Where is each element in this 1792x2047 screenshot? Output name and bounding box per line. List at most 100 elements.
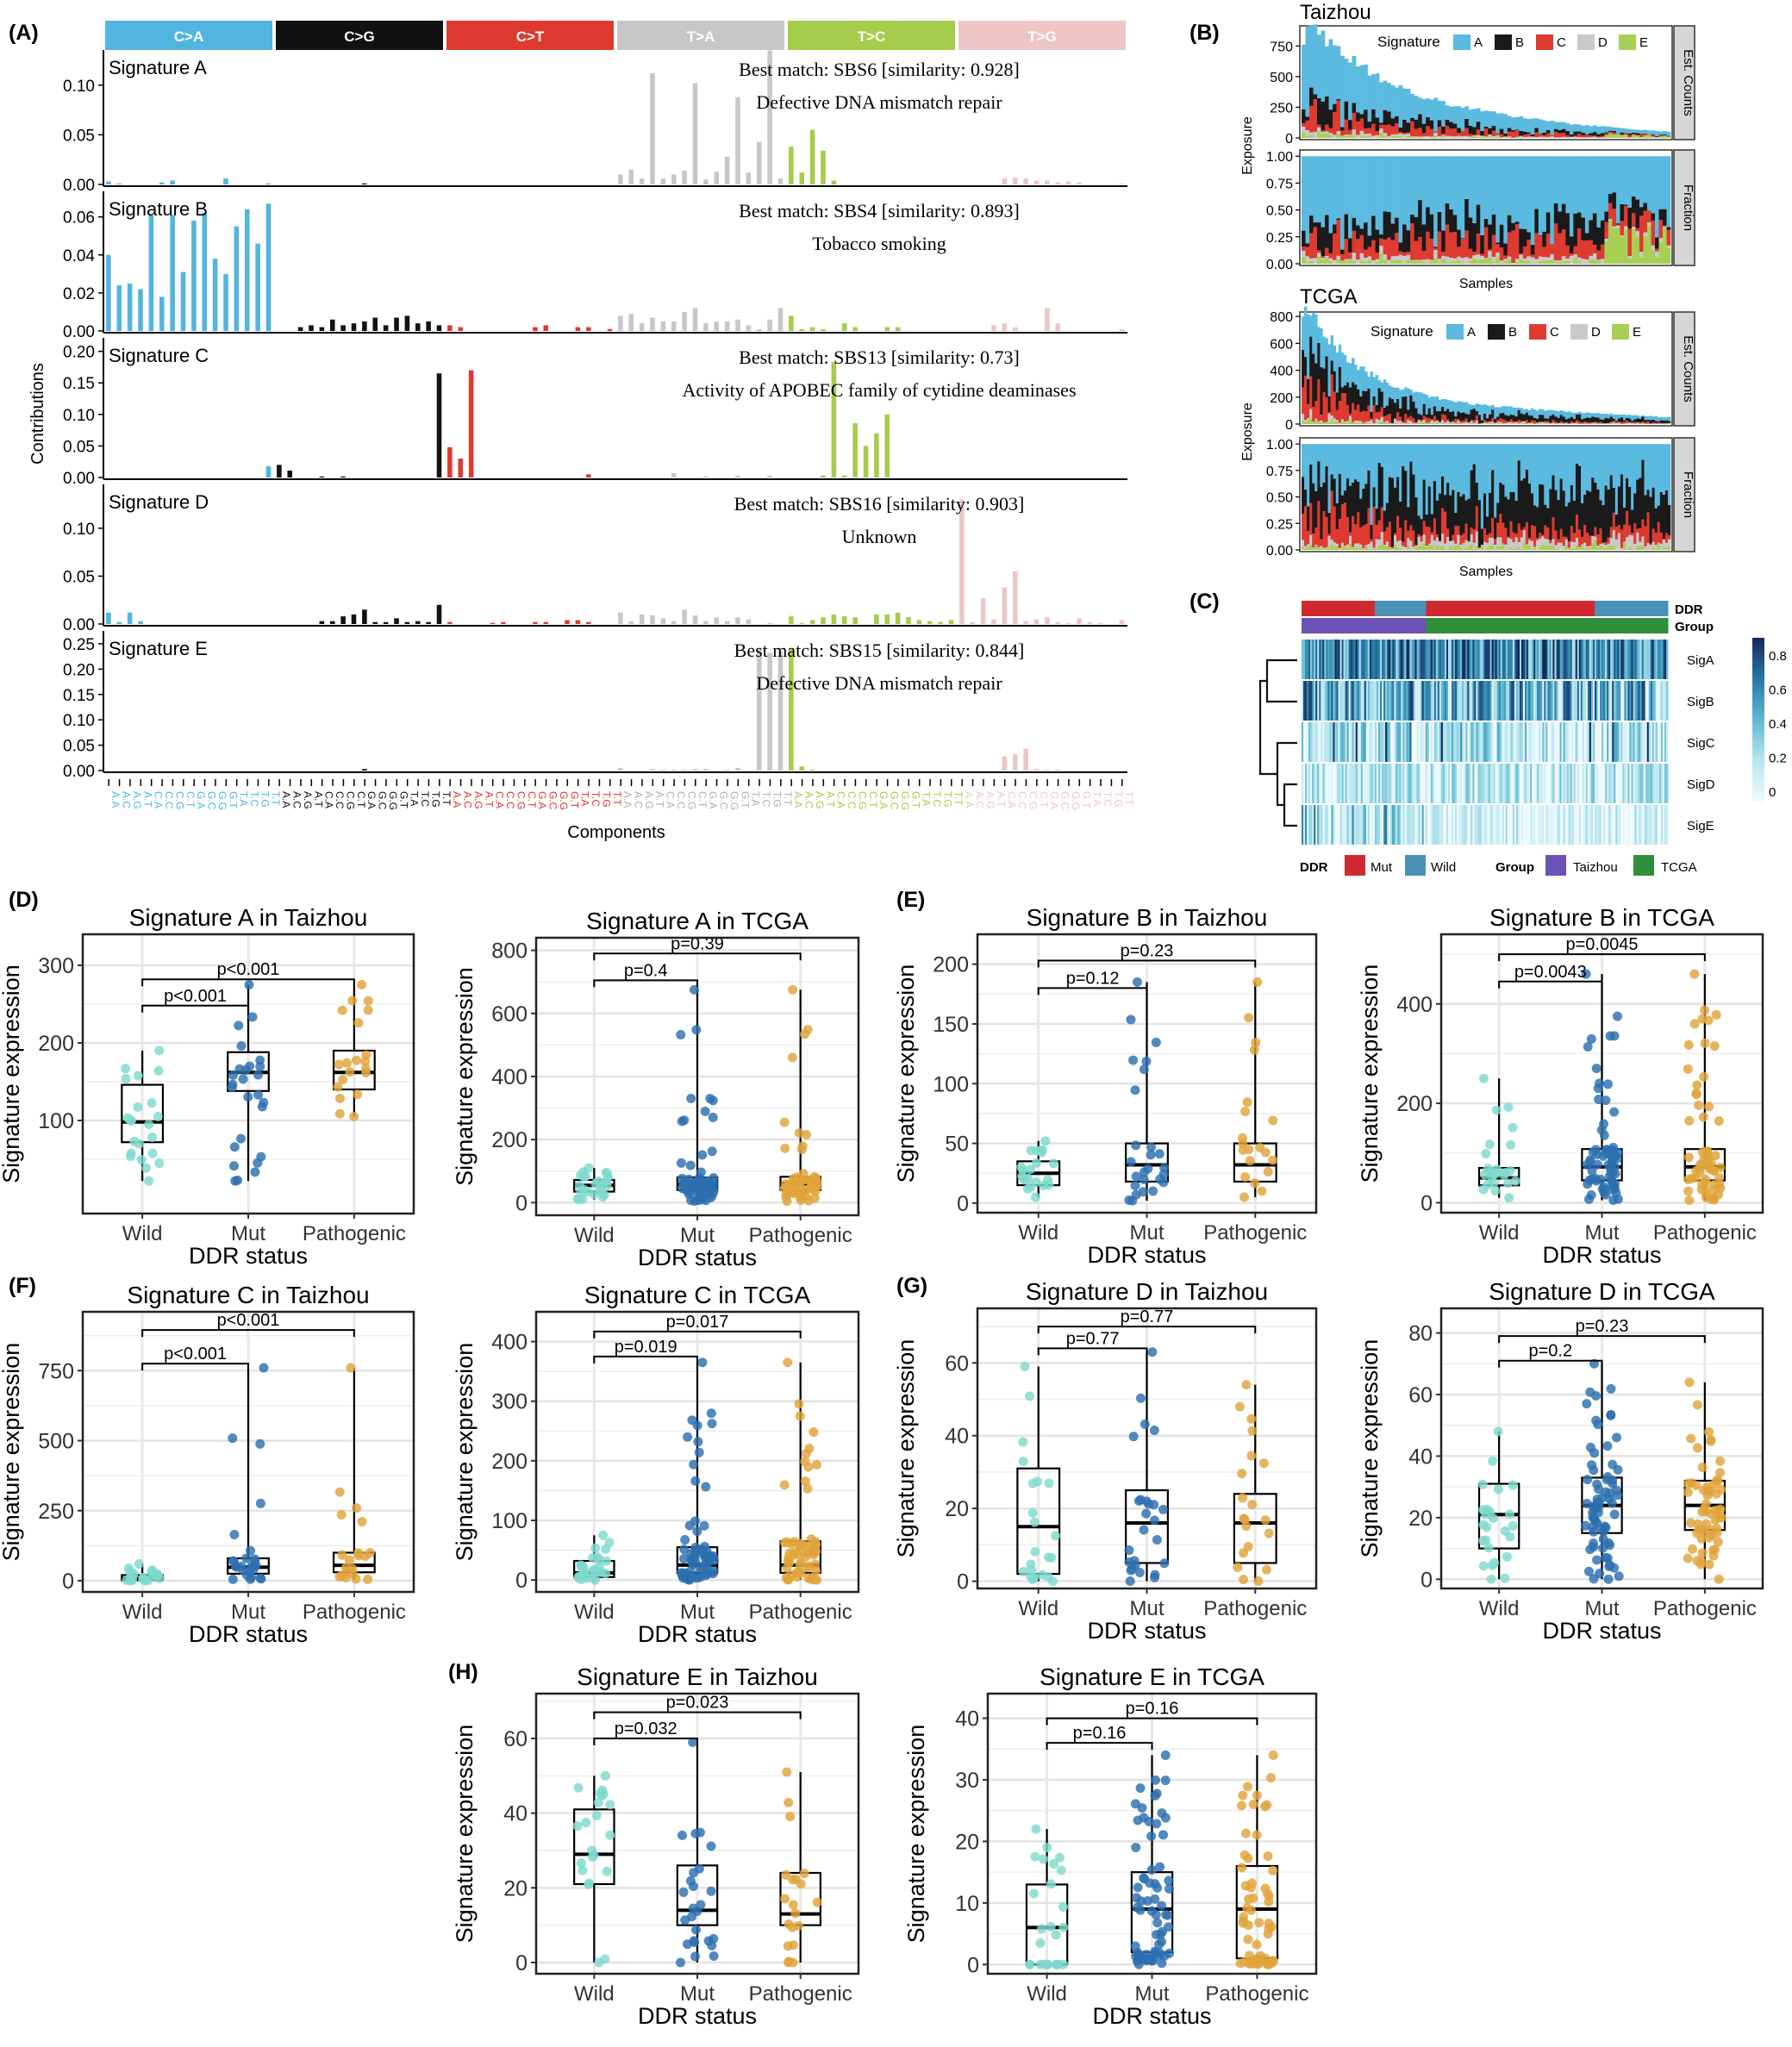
heatmap-cell <box>1414 722 1417 762</box>
data-point <box>1158 1169 1169 1179</box>
exposure-fraction-bar <box>1522 228 1527 247</box>
exposure-count-bar <box>1464 128 1470 136</box>
heatmap-cell <box>1338 681 1340 721</box>
exposure-count-bar <box>1402 134 1407 138</box>
exposure-fraction-bar <box>1464 257 1470 264</box>
exposure-fraction-bar <box>1420 444 1423 520</box>
exposure-count-bar <box>1491 421 1495 423</box>
exposure-fraction-bar <box>1511 156 1516 223</box>
mutation-type-header <box>446 21 614 50</box>
exposure-count-bar <box>1379 122 1383 125</box>
heatmap-cell <box>1527 640 1529 679</box>
heatmap-cell <box>1333 681 1335 721</box>
exposure-count-bar <box>1317 378 1321 421</box>
heatmap-cell <box>1437 681 1440 721</box>
exposure-fraction-bar <box>1589 156 1594 221</box>
heatmap-cell <box>1582 640 1585 679</box>
data-point <box>255 1061 265 1071</box>
exposure-count-bar <box>1325 96 1329 125</box>
heatmap-cell <box>1358 640 1362 679</box>
exposure-fraction-bar <box>1494 539 1497 545</box>
signature-bar <box>1023 178 1028 184</box>
heatmap-cell <box>1474 640 1477 679</box>
exposure-fraction-bar <box>1631 213 1636 228</box>
exposure-fraction-bar <box>1333 224 1337 234</box>
signature-bar <box>980 598 986 624</box>
heatmap-cell <box>1413 640 1415 679</box>
heatmap-cell <box>1352 681 1355 721</box>
exposure-count-bar <box>1325 356 1328 398</box>
heatmap-cell <box>1528 681 1531 721</box>
heatmap-cell <box>1464 805 1466 845</box>
exposure-count-bar <box>1459 402 1463 413</box>
heatmap-cell <box>1377 640 1379 679</box>
exposure-fraction-bar <box>1527 540 1532 546</box>
trinucleotide-label: G.G <box>216 791 228 810</box>
heatmap-cell <box>1427 640 1430 679</box>
exposure-count-bar <box>1608 131 1613 134</box>
exposure-count-bar <box>1356 121 1360 135</box>
signature-bar <box>650 615 655 624</box>
heatmap-cell <box>1312 722 1314 762</box>
exposure-count-bar <box>1512 422 1515 424</box>
exposure-count-bar <box>1454 422 1458 424</box>
dendrogram-branch <box>1265 658 1297 703</box>
exposure-count-bar <box>1562 422 1566 424</box>
exposure-count-bar <box>1644 421 1647 424</box>
exposure-fraction-bar <box>1452 534 1455 541</box>
exposure-count-bar <box>1305 135 1310 138</box>
x-axis-title: Components <box>567 823 665 842</box>
heatmap-cell <box>1305 805 1308 845</box>
exposure-count-bar <box>1327 413 1331 422</box>
heatmap-cell <box>1444 805 1447 845</box>
data-point <box>1714 1115 1724 1126</box>
exposure-fraction-bar <box>1569 236 1574 254</box>
exposure-fraction-bar <box>1639 207 1644 216</box>
data-point <box>1158 1177 1169 1188</box>
exposure-fraction-bar <box>1608 220 1613 264</box>
exposure-fraction-bar <box>1586 533 1589 546</box>
exposure-fraction-bar <box>1612 512 1616 531</box>
heatmap-cell <box>1585 722 1589 762</box>
x-tick-label: Pathogenic <box>1653 1221 1757 1245</box>
y-tick-label: 0.20 <box>63 661 95 679</box>
data-point <box>683 1432 693 1442</box>
exposure-count-bar <box>1612 134 1617 138</box>
heatmap-cell <box>1312 764 1314 803</box>
heatmap-cell <box>1418 640 1421 679</box>
exposure-fraction-bar <box>1435 500 1439 535</box>
heatmap-cell <box>1508 640 1512 679</box>
heatmap-cell <box>1483 764 1485 803</box>
exposure-fraction-bar <box>1470 470 1474 528</box>
exposure-fraction-bar <box>1522 477 1527 527</box>
heatmap-cell <box>1533 805 1536 845</box>
exposure-fraction-bar <box>1607 489 1610 538</box>
signature-bar <box>692 769 698 771</box>
heatmap-cell <box>1413 722 1415 762</box>
exposure-fraction-bar <box>1312 483 1315 534</box>
exposure-count-bar <box>1375 419 1378 424</box>
exposure-count-bar <box>1646 130 1652 134</box>
exposure-count-bar <box>1557 422 1560 424</box>
exposure-count-bar <box>1522 131 1527 135</box>
exposure-count-bar <box>1549 415 1552 423</box>
exposure-count-bar <box>1433 396 1437 407</box>
exposure-count-bar <box>1489 406 1492 415</box>
exposure-fraction-bar <box>1530 549 1534 550</box>
exposure-count-bar <box>1429 128 1434 137</box>
exposure-count-bar <box>1383 415 1387 422</box>
exposure-fraction-bar <box>1444 444 1447 496</box>
heatmap-cell <box>1322 640 1325 679</box>
heatmap-cell <box>1592 764 1595 803</box>
exposure-fraction-bar <box>1620 237 1625 264</box>
exposure-count-bar <box>1559 422 1563 424</box>
heatmap-cell <box>1614 722 1616 762</box>
exposure-fraction-bar <box>1507 499 1510 537</box>
exposure-count-bar <box>1396 387 1400 399</box>
exposure-count-bar <box>1418 97 1422 115</box>
exposure-count-bar <box>1631 134 1636 138</box>
exposure-fraction-bar <box>1499 514 1502 538</box>
exposure-count-bar <box>1472 420 1477 423</box>
y-tick-label: 400 <box>491 1331 528 1355</box>
